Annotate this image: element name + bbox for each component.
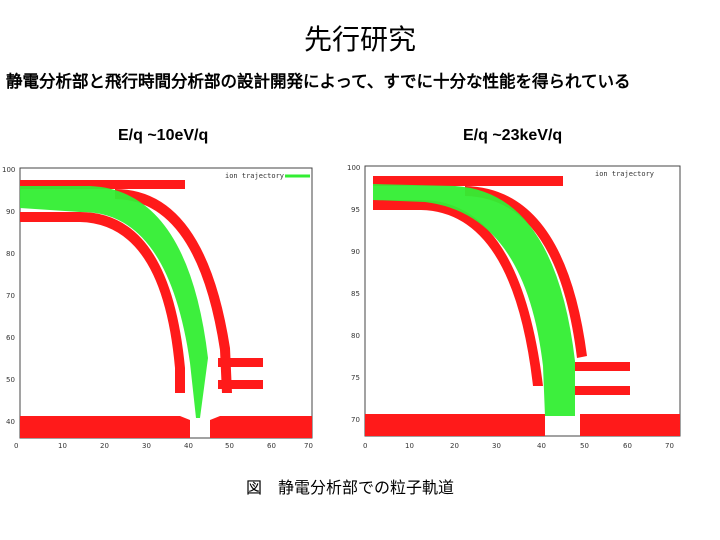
- x-tick: 10: [58, 442, 67, 450]
- x-tick: 70: [304, 442, 313, 450]
- figure-caption: 図 静電分析部での粒子軌道: [245, 478, 454, 497]
- detector-plate-right: [580, 414, 680, 436]
- detector-slit-right: [210, 416, 220, 438]
- electrode-exit-bottom: [575, 386, 630, 395]
- y-tick: 40: [6, 418, 15, 426]
- electrode-inner-arc: [80, 212, 185, 393]
- detector-plate-right: [220, 416, 312, 438]
- slide-subtitle: 静電分析部と飛行時間分析部の設計開発によって、すでに十分な性能を得られている: [6, 72, 631, 91]
- x-tick: 50: [580, 442, 589, 450]
- electrode-inner-arc: [421, 200, 543, 386]
- x-tick: 70: [665, 442, 674, 450]
- trajectory-plot-right: ion trajectory 0 10 20 30 40 50 60 70 10…: [347, 164, 681, 450]
- trajectory-plot-left: ion trajectory 0 10 20 30 40 50 60 70 10…: [2, 166, 313, 450]
- electrode-exit-top: [575, 362, 630, 371]
- electrode-inner-flat: [373, 200, 421, 210]
- y-tick: 70: [6, 292, 15, 300]
- y-tick: 100: [2, 166, 15, 174]
- x-tick: 40: [184, 442, 193, 450]
- y-tick: 80: [6, 250, 15, 258]
- x-tick: 20: [450, 442, 459, 450]
- x-tick: 30: [142, 442, 151, 450]
- panel-label-right: E/q ~23keV/q: [463, 127, 563, 144]
- y-tick: 80: [351, 332, 360, 340]
- electrode-exit-top: [218, 358, 263, 367]
- electrode-inner-flat: [20, 212, 80, 222]
- electrode-top: [373, 176, 563, 186]
- x-tick: 0: [363, 442, 367, 450]
- x-tick: 30: [492, 442, 501, 450]
- electrode-top: [20, 180, 185, 189]
- electrode-outer-arc: [465, 186, 587, 358]
- legend-label: ion trajectory: [595, 170, 654, 178]
- electrode-exit-bottom: [218, 380, 263, 389]
- detector-slit-left: [180, 416, 190, 438]
- legend-label: ion trajectory: [225, 172, 284, 180]
- y-tick: 70: [351, 416, 360, 424]
- x-tick: 40: [537, 442, 546, 450]
- ion-trajectory-band: [373, 184, 575, 416]
- slide-title: 先行研究: [303, 23, 416, 56]
- electrode-outer-arc: [115, 189, 232, 393]
- x-tick: 50: [225, 442, 234, 450]
- y-tick: 60: [6, 334, 15, 342]
- x-tick: 0: [14, 442, 18, 450]
- ion-trajectory-band: [20, 186, 208, 418]
- y-tick: 90: [6, 208, 15, 216]
- y-tick: 95: [351, 206, 360, 214]
- y-tick: 85: [351, 290, 360, 298]
- y-tick: 50: [6, 376, 15, 384]
- y-tick: 75: [351, 374, 360, 382]
- x-tick: 20: [100, 442, 109, 450]
- x-tick: 60: [267, 442, 276, 450]
- x-tick: 10: [405, 442, 414, 450]
- detector-plate-left: [20, 416, 180, 438]
- detector-plate-left: [365, 414, 545, 436]
- panel-label-left: E/q ~10eV/q: [118, 127, 209, 144]
- y-tick: 100: [347, 164, 360, 172]
- y-tick: 90: [351, 248, 360, 256]
- x-tick: 60: [623, 442, 632, 450]
